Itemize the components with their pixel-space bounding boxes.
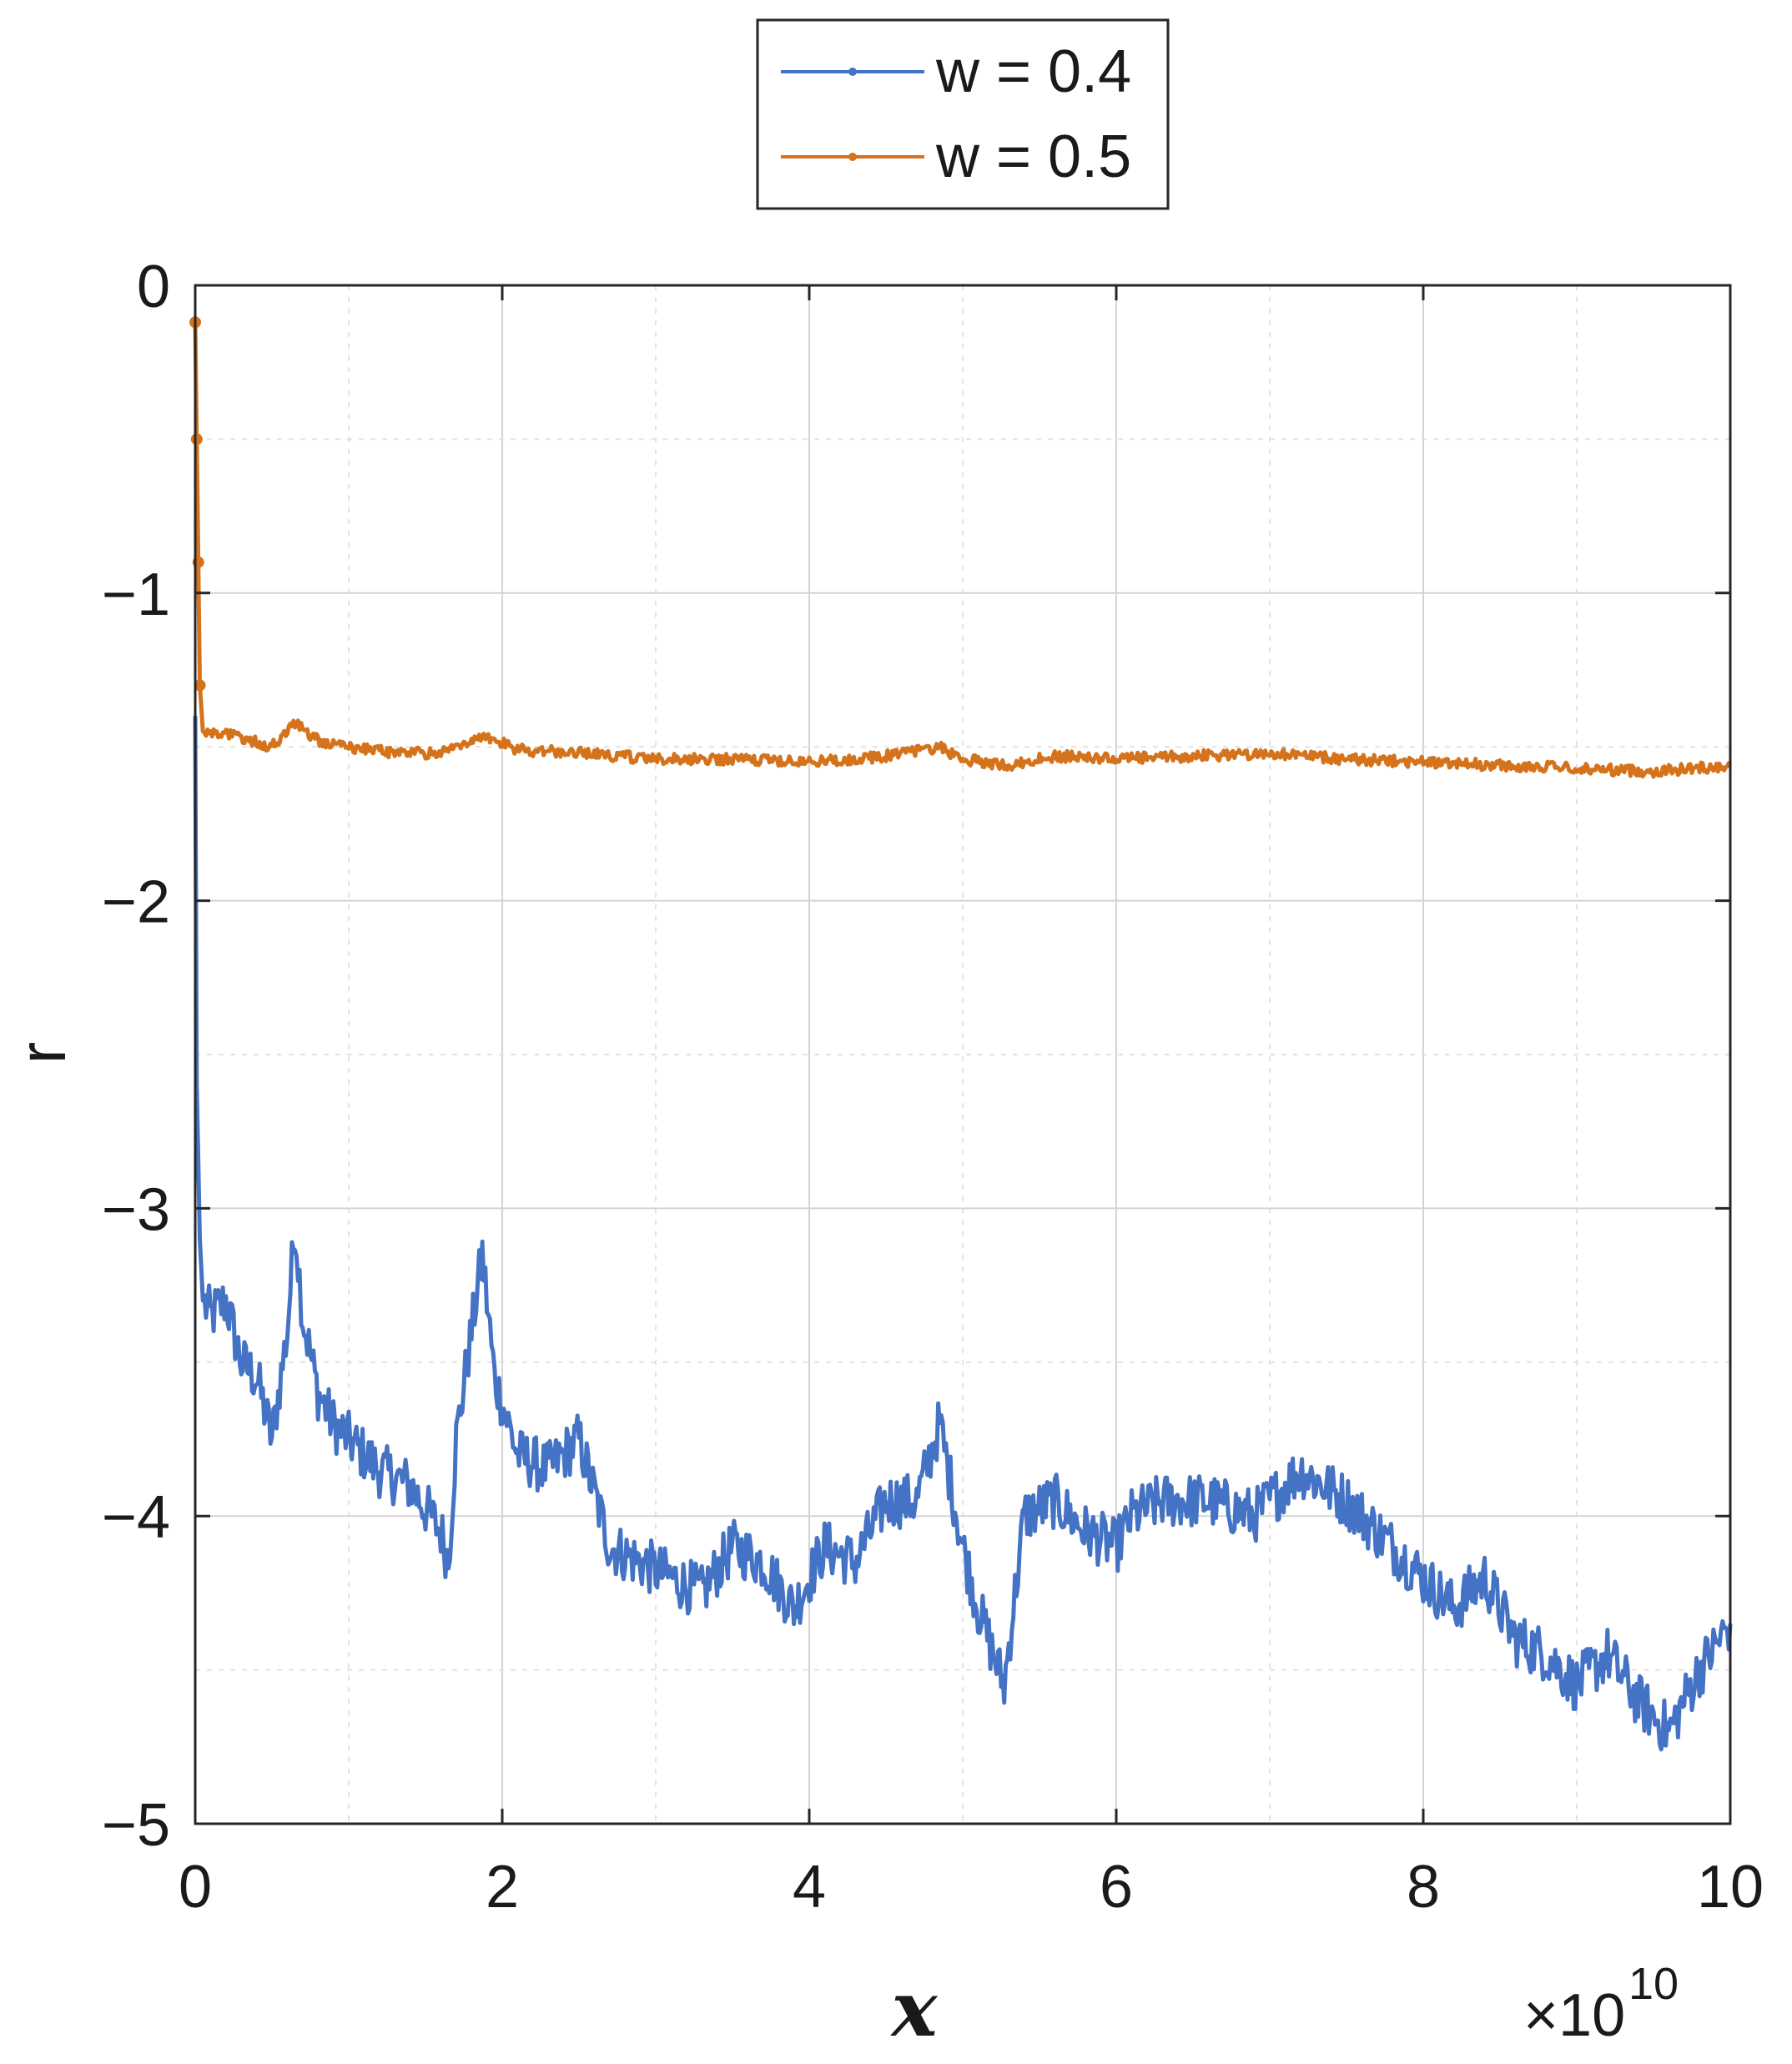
y-tick-label-5: −5 <box>102 1792 170 1859</box>
x-exponent-base: ×10 <box>1523 1982 1625 2049</box>
legend: w = 0.4 w = 0.5 <box>756 18 1170 210</box>
x-exponent-power: 10 <box>1628 1959 1679 2009</box>
y-tick-label-0: 0 <box>137 254 170 320</box>
series-layer <box>189 316 1733 1752</box>
legend-entry-0: w = 0.4 <box>781 38 1131 105</box>
plot-frame <box>194 284 1732 1825</box>
series-marker-w-0-5-3 <box>194 679 206 692</box>
x-tick-label-4: 8 <box>1407 1854 1440 1921</box>
x-axis-label: x <box>890 1964 939 2054</box>
x-exponent: ×10 10 <box>1523 1959 1679 2049</box>
y-tick-label-3: −3 <box>102 1176 170 1243</box>
tick-labels: 0 2 4 6 8 10 0 −1 −2 −3 −4 −5 <box>102 254 1764 1921</box>
legend-box <box>756 18 1170 210</box>
series-line-w-0-4 <box>193 716 1733 1752</box>
legend-label-w-0-5: w = 0.5 <box>935 123 1131 190</box>
x-tick-label-0: 0 <box>179 1854 212 1921</box>
x-tick-label-1: 2 <box>486 1854 519 1921</box>
x-tick-label-5: 10 <box>1697 1854 1764 1921</box>
x-tick-label-3: 6 <box>1100 1854 1133 1921</box>
y-tick-label-1: −1 <box>102 561 170 628</box>
x-tick-label-2: 4 <box>793 1854 826 1921</box>
series-line-w-0-5 <box>193 322 1733 779</box>
grid <box>195 285 1730 1824</box>
legend-marker-w-0-5 <box>848 153 857 161</box>
legend-label-w-0-4: w = 0.4 <box>935 38 1131 105</box>
y-tick-label-2: −2 <box>102 869 170 936</box>
axis-ticks <box>194 284 1732 1825</box>
legend-entry-1: w = 0.5 <box>781 123 1131 190</box>
y-tick-label-4: −4 <box>102 1484 170 1551</box>
y-axis-label: r <box>5 1042 79 1065</box>
series-marker-w-0-5-1 <box>190 433 203 446</box>
legend-marker-w-0-4 <box>848 68 857 76</box>
